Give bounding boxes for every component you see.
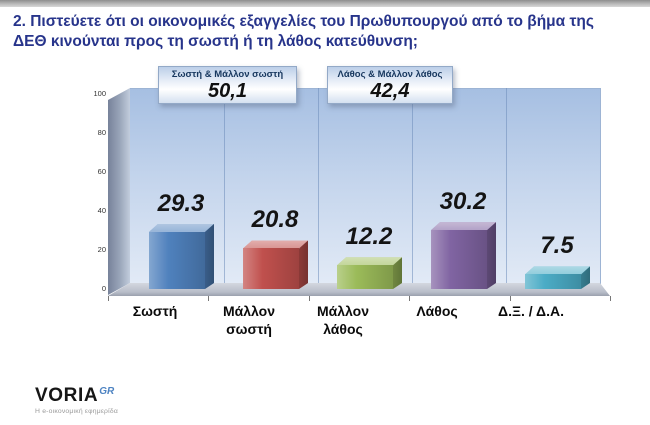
- bar-top-face: [525, 266, 590, 275]
- chart-left-wall: [108, 88, 130, 295]
- summary-box-value: 42,4: [370, 79, 410, 102]
- bar-column: [243, 248, 299, 289]
- x-axis-tick-mark: [208, 296, 210, 301]
- category-label: Λάθος: [416, 303, 458, 319]
- y-axis-tick-label: 0: [101, 284, 106, 293]
- bar-column: [149, 231, 205, 289]
- category-label: Σωστή: [132, 303, 178, 319]
- bar-top-face: [243, 240, 308, 249]
- category-label: Μάλλον σωστή: [222, 303, 275, 338]
- x-axis-tick-mark: [610, 296, 611, 301]
- category-label: Μάλλον λάθος: [316, 303, 369, 338]
- bar-value-label: 7.5: [540, 232, 574, 260]
- summary-box-wrong: Λάθος & Μάλλον λάθος 42,4: [327, 66, 453, 104]
- logo-tagline: Η e-οικονομική εφημερίδα: [35, 408, 118, 415]
- bar-value-label: 29.3: [157, 189, 205, 217]
- page-title: 2. Πιστεύετε ότι οι οικονομικές εξαγγελί…: [13, 13, 594, 51]
- y-axis-tick-label: 40: [97, 206, 106, 215]
- bar-value-label: 12.2: [345, 223, 393, 251]
- summary-box-label: Λάθος & Μάλλον λάθος: [337, 69, 443, 80]
- bar-side-face: [581, 266, 590, 289]
- y-axis-tick-label: 60: [97, 167, 106, 176]
- bar-top-face: [149, 223, 214, 232]
- bar-column: [337, 265, 393, 289]
- bar-side-face: [299, 240, 308, 289]
- category-gridline: [224, 88, 225, 283]
- x-axis-tick-mark: [308, 296, 310, 301]
- top-border-strip: [0, 0, 650, 7]
- bar-value-label: 20.8: [251, 206, 299, 234]
- bar-side-face: [205, 224, 214, 289]
- y-axis-tick-label: 80: [97, 128, 106, 137]
- category-gridline: [412, 88, 413, 283]
- bar-side-face: [487, 222, 496, 289]
- x-axis-tick-mark: [509, 296, 511, 301]
- bar-column: [525, 274, 581, 289]
- category-gridline: [318, 88, 319, 283]
- logo-suffix: GR: [99, 386, 115, 397]
- summary-box-value: 50,1: [208, 79, 247, 102]
- bar-side-face: [393, 257, 402, 289]
- bar-column: [431, 230, 487, 289]
- category-gridline: [506, 88, 507, 283]
- y-axis-tick-label: 100: [93, 89, 106, 98]
- category-label: Δ.Ξ. / Δ.Α.: [498, 303, 564, 319]
- summary-box-correct: Σωστή & Μάλλον σωστή 50,1: [158, 66, 297, 104]
- bar-top-face: [337, 257, 402, 266]
- summary-box-label: Σωστή & Μάλλον σωστή: [171, 69, 284, 80]
- bar-value-label: 30.2: [439, 188, 487, 216]
- y-axis-tick-label: 20: [97, 245, 106, 254]
- voria-logo: VORIAGR Η e-οικονομική εφημερίδα: [35, 386, 118, 415]
- bar-top-face: [431, 222, 496, 231]
- x-axis-tick-mark: [108, 296, 109, 301]
- x-axis-tick-mark: [409, 296, 411, 301]
- logo-text: VORIA: [35, 385, 99, 406]
